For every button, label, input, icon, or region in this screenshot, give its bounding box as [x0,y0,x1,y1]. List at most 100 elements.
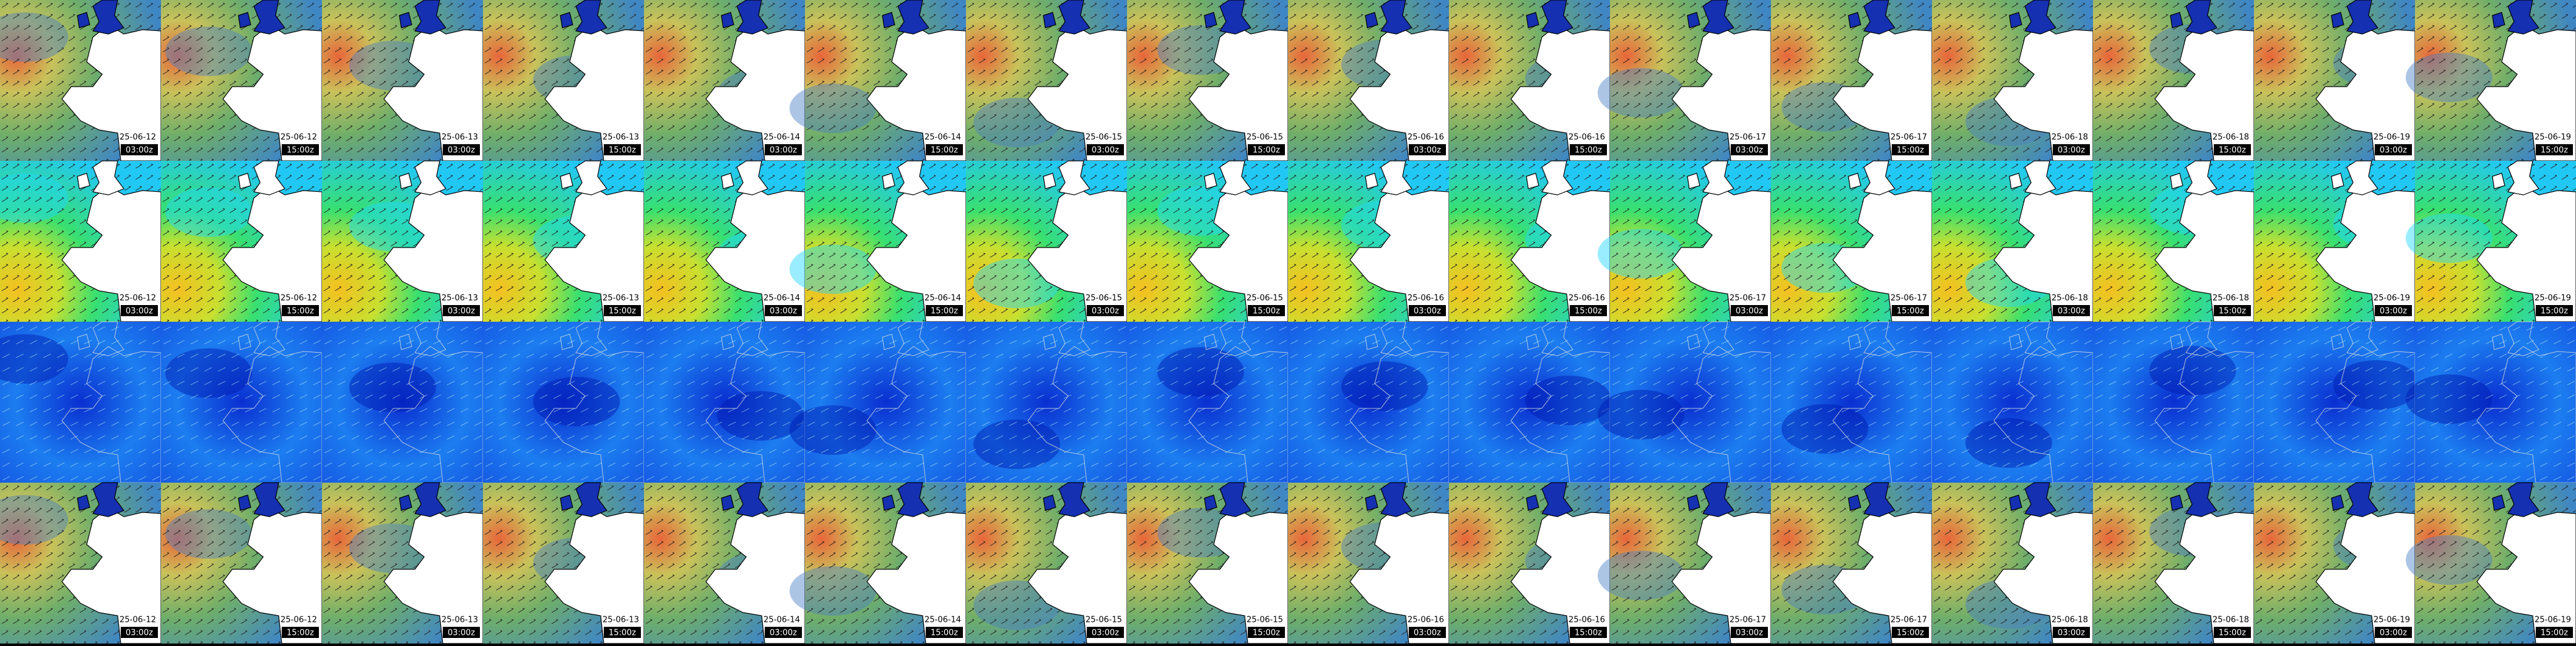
land [1349,24,1450,162]
time-box [121,144,158,155]
wind-arrows [2415,322,2576,483]
land [383,24,484,162]
frame-time: 15:00z [2219,146,2246,155]
uk [882,0,929,35]
time-box [765,305,802,316]
map-tile [1127,160,1289,322]
frame-time: 15:00z [1897,307,1924,316]
map-tile [483,482,645,644]
land [2154,24,2255,162]
map-tile [790,321,967,483]
uk [1204,160,1251,196]
frame-date: 25-06-16 [1408,616,1444,625]
frame-time: 03:00z [1736,307,1763,316]
time-box [282,144,319,155]
time-box [443,305,480,316]
frame-date: 25-06-12 [281,133,317,142]
uk [2009,160,2056,196]
land [1993,507,2094,644]
frame-date: 25-06-12 [281,294,317,303]
map-tile [0,0,162,162]
land [2315,507,2416,644]
map-tile [1598,321,1772,483]
time-box [765,627,802,638]
time-box [604,144,641,155]
wind-arrows [1449,322,1610,483]
land [1671,24,1772,162]
uk [1365,0,1412,35]
frame-date: 25-06-15 [1247,616,1283,625]
land [1671,507,1772,644]
land [705,507,806,644]
map-tile [2406,160,2576,322]
frame-date: 25-06-14 [764,294,800,303]
frame-date: 25-06-18 [2213,616,2249,625]
frame-date: 25-06-14 [764,133,800,142]
land [2315,185,2416,322]
frame-time: 03:00z [770,146,797,155]
land [383,507,484,644]
uk [2170,160,2217,196]
frame-time: 03:00z [770,629,797,638]
frame-date: 25-06-17 [1730,133,1766,142]
map-tile [2406,0,2576,162]
frame-time: 03:00z [770,307,797,316]
map-tile [966,482,1128,644]
land [1671,185,1772,322]
frame-time: 15:00z [2219,629,2246,638]
time-box [2053,144,2090,155]
frame-date: 25-06-15 [1086,616,1122,625]
frame-date: 25-06-19 [2535,616,2571,625]
map-tile [2254,321,2420,483]
land [866,507,967,644]
land [1832,24,1933,162]
map-tile [966,160,1128,322]
wind-arrows [161,322,322,483]
frame-time: 03:00z [1092,629,1119,638]
time-box [2214,144,2251,155]
frame-date: 25-06-16 [1569,133,1605,142]
time-box [282,305,319,316]
land [1188,185,1289,322]
time-box [604,627,641,638]
uk [1043,160,1090,196]
uk [721,482,768,517]
time-box [604,305,641,316]
time-box [1087,144,1124,155]
map-tile [1771,0,1933,162]
time-box [1892,305,1929,316]
uk [77,0,124,35]
time-box [1731,144,1768,155]
land [2476,24,2576,162]
frame-date: 25-06-19 [2374,133,2410,142]
map-tile [966,0,1128,162]
frame-date: 25-06-15 [1247,133,1283,142]
land [1510,185,1611,322]
wind-arrows [1288,322,1449,483]
map-tile [1449,160,1612,322]
frame-time: 03:00z [448,629,475,638]
time-box [926,305,963,316]
time-box [765,144,802,155]
frame-date: 25-06-18 [2052,294,2088,303]
frame-date: 25-06-19 [2374,294,2410,303]
frame-time: 15:00z [2219,307,2246,316]
frame-date: 25-06-15 [1086,133,1122,142]
uk [882,482,929,517]
land [222,185,323,322]
map-tile [644,0,806,162]
uk [1848,160,1895,196]
time-box [1570,627,1607,638]
map-tile [644,482,806,644]
map-tile [161,321,323,483]
wind-arrows [1932,322,2093,483]
time-box [121,305,158,316]
frame-date: 25-06-16 [1569,294,1605,303]
frame-date: 25-06-18 [2213,294,2249,303]
land [1510,24,1611,162]
map-tile [2093,0,2255,162]
map-tile [790,160,967,322]
time-box [926,627,963,638]
frame-time: 15:00z [2541,307,2568,316]
map-tile [1932,0,2094,162]
